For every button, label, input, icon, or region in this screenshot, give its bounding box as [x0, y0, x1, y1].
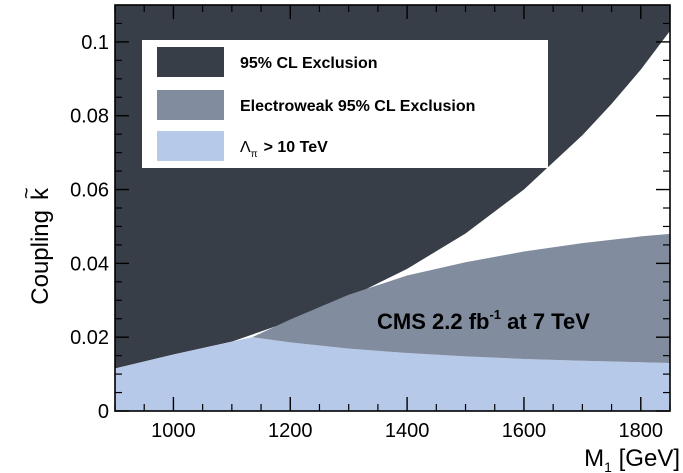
cms-annotation-prefix: CMS 2.2 fb	[377, 309, 489, 334]
x-axis-label-sub: 1	[604, 459, 612, 473]
legend-swatch-exclusion	[157, 47, 224, 77]
legend-swatch-lambda	[157, 131, 224, 161]
legend-label-electroweak: Electroweak 95% CL Exclusion	[240, 98, 475, 115]
x-axis-label: M1 [GeV]	[584, 445, 680, 473]
x-axis-label-unit: [GeV]	[612, 445, 680, 472]
y-tick-label: 0.02	[70, 327, 109, 349]
y-tick-label: 0.06	[70, 180, 109, 202]
svg-text:k: k	[27, 187, 54, 200]
y-tick-label: 0	[98, 401, 109, 423]
cms-annotation-sup: -1	[489, 307, 501, 322]
axes-layer: 1000 1200 1400 1600 1800 0 0.02 0.04 0.06 0.08 0.1	[70, 5, 671, 442]
legend-lambda-subscript: π	[251, 149, 258, 160]
x-tick-label: 1400	[385, 420, 430, 442]
area-lambda-10tev	[115, 337, 670, 411]
y-tick-label: 0.04	[70, 253, 109, 275]
cms-annotation: CMS 2.2 fb-1 at 7 TeV	[377, 307, 590, 334]
legend-swatch-electroweak	[157, 90, 224, 120]
y-tick-label: 0.08	[70, 106, 109, 128]
y-axis-label: Coupling k ~	[16, 187, 54, 305]
legend-lambda-symbol: Λ	[240, 139, 251, 156]
x-tick-label: 1200	[268, 420, 313, 442]
legend-label-exclusion: 95% CL Exclusion	[240, 55, 378, 72]
legend-label-lambda: Λπ > 10 TeV	[240, 139, 328, 160]
x-axis-label-main: M	[584, 445, 604, 472]
area-electroweak-exclusion	[252, 233, 670, 364]
y-axis-label-text: Coupling	[27, 210, 54, 305]
x-tick-label: 1800	[619, 420, 664, 442]
x-tick-label: 1000	[151, 420, 196, 442]
legend: 95% CL Exclusion Electroweak 95% CL Excl…	[142, 40, 548, 168]
x-tick-label: 1600	[502, 420, 547, 442]
legend-lambda-text: > 10 TeV	[264, 139, 329, 156]
svg-text:Coupling: Coupling	[27, 210, 54, 305]
y-axis-label-symbol: k	[27, 187, 54, 200]
y-tick-label: 0.1	[81, 32, 109, 54]
cms-annotation-suffix: at 7 TeV	[501, 309, 590, 334]
y-axis-label-tilde: ~	[16, 187, 38, 199]
svg-text:~: ~	[16, 187, 38, 199]
